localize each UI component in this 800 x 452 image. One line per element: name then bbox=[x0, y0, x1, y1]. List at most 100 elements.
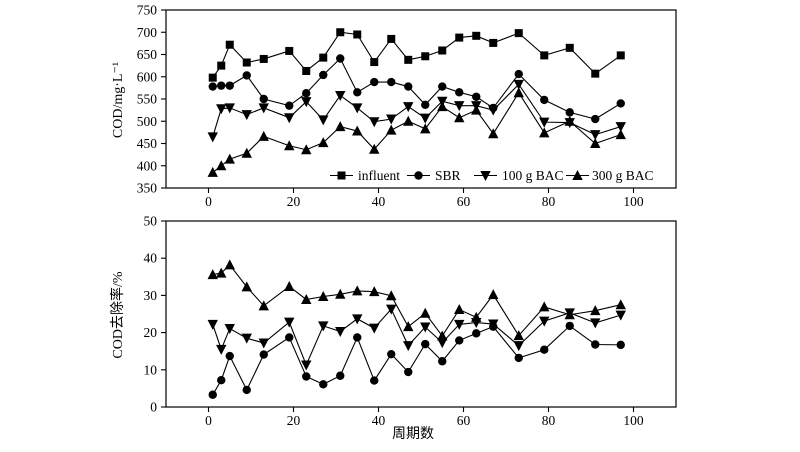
data-point-sbr bbox=[242, 71, 251, 80]
data-point-100-g-bac bbox=[403, 102, 414, 113]
legend-marker-300-g-bac bbox=[572, 170, 583, 180]
data-point-sbr bbox=[208, 390, 217, 399]
legend-label-300g-bac: 300 g BAC bbox=[592, 168, 654, 183]
data-point-300-g-bac bbox=[386, 124, 397, 135]
data-point-sbr bbox=[336, 371, 345, 380]
data-point-300-g-bac bbox=[207, 166, 218, 177]
data-point-300-g-bac bbox=[488, 289, 499, 300]
data-point-300-g-bac bbox=[318, 137, 329, 148]
data-point-influent bbox=[565, 43, 574, 52]
series-line-100-g-bac bbox=[212, 308, 621, 367]
data-point-influent bbox=[353, 30, 362, 39]
data-point-300-g-bac bbox=[513, 87, 524, 98]
y-tick-label: 0 bbox=[150, 400, 157, 415]
data-point-100-g-bac bbox=[335, 90, 346, 101]
data-point-sbr bbox=[259, 94, 268, 104]
data-point-100-g-bac bbox=[207, 319, 218, 330]
data-point-300-g-bac bbox=[454, 304, 465, 315]
data-point-300-g-bac bbox=[615, 129, 626, 140]
data-point-influent bbox=[489, 38, 498, 47]
y-tick-label: 350 bbox=[137, 181, 158, 196]
data-point-influent bbox=[514, 29, 523, 38]
data-point-100-g-bac bbox=[241, 333, 252, 344]
data-point-100-g-bac bbox=[318, 321, 329, 332]
data-point-sbr bbox=[616, 99, 625, 108]
data-point-sbr bbox=[472, 92, 481, 101]
data-point-sbr bbox=[353, 88, 362, 97]
data-point-sbr bbox=[242, 385, 251, 395]
series-100-g-bac bbox=[207, 304, 626, 371]
bottom-panel-cod-removal: 0 10 20 30 40 50 0 20 40 60 80 100 bbox=[144, 214, 677, 428]
data-point-300-g-bac bbox=[420, 307, 431, 318]
data-point-sbr bbox=[336, 54, 345, 63]
bottom-y-axis-label: COD去除率/% bbox=[109, 271, 126, 358]
data-point-100-g-bac bbox=[207, 132, 218, 143]
data-point-100-g-bac bbox=[369, 323, 380, 334]
data-point-300-g-bac bbox=[403, 321, 414, 332]
data-point-sbr bbox=[217, 376, 226, 385]
data-point-100-g-bac bbox=[258, 338, 269, 349]
x-axis-label: 周期数 bbox=[392, 426, 434, 442]
data-point-300-g-bac bbox=[590, 138, 601, 148]
data-point-sbr bbox=[438, 357, 447, 366]
data-point-influent bbox=[225, 40, 234, 49]
y-tick-label: 650 bbox=[137, 47, 158, 62]
data-point-100-g-bac bbox=[284, 113, 295, 124]
data-point-sbr bbox=[319, 380, 328, 389]
data-point-100-g-bac bbox=[258, 103, 269, 114]
data-point-sbr bbox=[353, 333, 362, 342]
series-line-influent bbox=[212, 31, 622, 78]
data-point-influent bbox=[242, 58, 251, 67]
data-point-300-g-bac bbox=[301, 293, 312, 304]
data-point-influent bbox=[370, 58, 379, 67]
data-point-300-g-bac bbox=[258, 300, 269, 311]
data-point-sbr bbox=[217, 81, 226, 90]
data-point-300-g-bac bbox=[224, 259, 235, 270]
series-line-100-g-bac bbox=[212, 83, 621, 137]
data-point-sbr bbox=[285, 101, 294, 110]
data-point-100-g-bac bbox=[437, 338, 448, 349]
legend-marker-100-g-bac bbox=[480, 171, 491, 181]
data-point-sbr bbox=[591, 114, 600, 124]
data-point-100-g-bac bbox=[488, 319, 499, 330]
data-point-300-g-bac bbox=[335, 121, 346, 132]
data-point-influent bbox=[540, 51, 549, 60]
data-point-sbr bbox=[225, 351, 234, 361]
data-point-300-g-bac bbox=[241, 281, 252, 292]
legend-label-100g-bac: 100 g BAC bbox=[502, 168, 564, 183]
data-point-300-g-bac bbox=[564, 309, 575, 320]
legend-marker-sbr bbox=[414, 171, 423, 180]
data-point-influent bbox=[302, 66, 311, 75]
data-point-influent bbox=[438, 46, 447, 55]
data-point-100-g-bac bbox=[454, 101, 465, 112]
y-tick-label: 450 bbox=[137, 136, 158, 151]
data-point-100-g-bac bbox=[224, 324, 235, 335]
data-point-300-g-bac bbox=[224, 153, 235, 164]
data-point-sbr bbox=[421, 100, 430, 109]
data-point-sbr bbox=[404, 367, 413, 377]
data-point-influent bbox=[208, 73, 217, 82]
data-point-sbr bbox=[514, 353, 523, 363]
data-point-100-g-bac bbox=[241, 110, 252, 121]
data-point-300-g-bac bbox=[437, 330, 448, 341]
data-point-sbr bbox=[208, 82, 217, 91]
data-point-influent bbox=[455, 33, 464, 42]
y-tick-label: 550 bbox=[137, 92, 158, 107]
legend: influent SBR 100 g BAC 300 g BAC bbox=[330, 168, 654, 183]
series-100-g-bac bbox=[207, 79, 626, 143]
data-point-sbr bbox=[404, 82, 413, 91]
data-point-sbr bbox=[302, 89, 311, 98]
data-point-300-g-bac bbox=[369, 286, 380, 297]
data-point-sbr bbox=[285, 333, 294, 342]
data-point-influent bbox=[217, 61, 226, 70]
legend-marker-glyphs bbox=[330, 170, 589, 181]
data-point-influent bbox=[404, 55, 413, 64]
data-point-300-g-bac bbox=[539, 301, 550, 312]
data-point-100-g-bac bbox=[369, 117, 380, 128]
data-point-300-g-bac bbox=[241, 147, 252, 158]
data-point-100-g-bac bbox=[454, 319, 465, 330]
data-point-influent bbox=[421, 52, 430, 61]
series-sbr bbox=[208, 54, 625, 124]
